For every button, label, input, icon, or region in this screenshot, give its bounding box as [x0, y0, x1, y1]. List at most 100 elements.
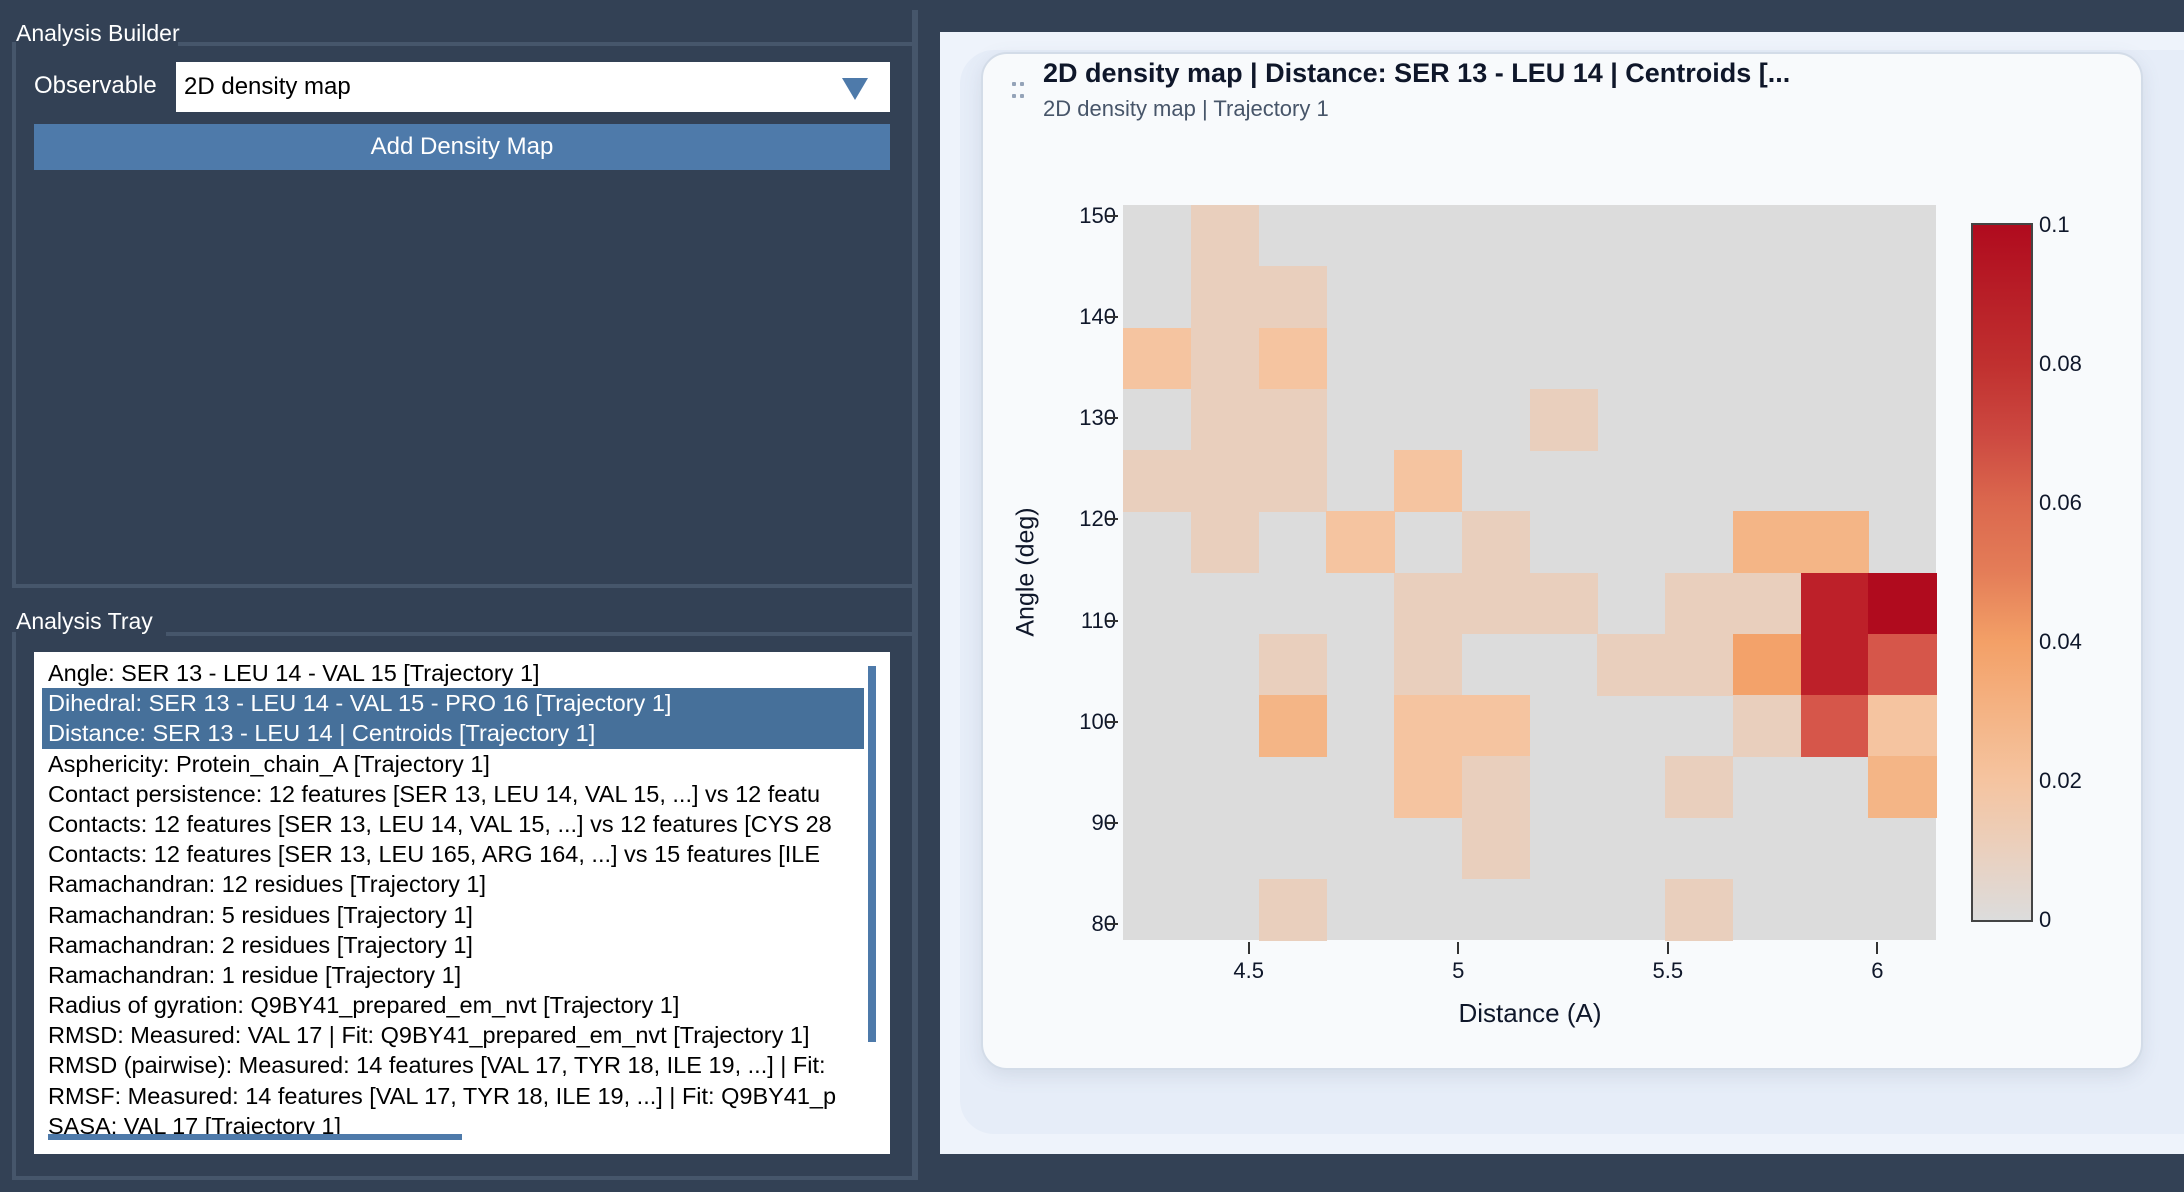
heatmap-cell	[1190, 511, 1259, 573]
heatmap-cell	[1190, 205, 1259, 267]
heatmap-cell	[1394, 633, 1463, 696]
heatmap-cell	[1123, 327, 1192, 390]
heatmap-cell	[1732, 633, 1801, 696]
heatmap-cell	[1258, 450, 1327, 512]
heatmap-cell	[1394, 450, 1463, 512]
tray-list-item[interactable]: Ramachandran: 2 residues [Trajectory 1]	[48, 931, 473, 958]
heatmap-cell	[1461, 817, 1530, 880]
heatmap-cell	[1394, 572, 1463, 635]
colorbar-tick-label: 0	[2039, 907, 2052, 932]
heatmap-cell	[1732, 511, 1801, 573]
heatmap-cell	[1326, 511, 1395, 573]
y-tick-mark	[1106, 720, 1118, 723]
card-subtitle: 2D density map | Trajectory 1	[1043, 96, 1329, 121]
heatmap-cell	[1461, 756, 1530, 818]
heatmap-cell	[1190, 450, 1259, 512]
y-tick-mark	[1106, 215, 1118, 218]
panel-splitter[interactable]	[912, 10, 918, 1180]
observable-label: Observable	[34, 72, 157, 99]
tray-list-item[interactable]: Contacts: 12 features [SER 13, LEU 14, V…	[48, 810, 832, 837]
heatmap-cell	[1800, 633, 1869, 696]
heatmap-cell	[1868, 572, 1937, 635]
heatmap-cell	[1868, 633, 1937, 696]
tray-list-item[interactable]: RMSF: Measured: 14 features [VAL 17, TYR…	[48, 1082, 837, 1109]
tray-list-item[interactable]: RMSD (pairwise): Measured: 14 features […	[48, 1052, 826, 1079]
colorbar-tick-label: 0.02	[2039, 768, 2082, 793]
x-tick-label: 5	[1452, 958, 1465, 983]
heatmap-cell	[1665, 633, 1734, 696]
heatmap-cell	[1394, 695, 1463, 757]
heatmap-cell	[1461, 695, 1530, 757]
tray-list-item[interactable]: Ramachandran: 12 residues [Trajectory 1]	[48, 871, 487, 898]
colorbar	[1971, 223, 2033, 922]
heatmap-cell	[1597, 633, 1666, 696]
analysis-tray-list[interactable]: Angle: SER 13 - LEU 14 - VAL 15 [Traject…	[34, 652, 890, 1154]
x-tick-mark	[1666, 942, 1669, 954]
y-tick-mark	[1106, 518, 1118, 521]
heatmap-cell	[1258, 327, 1327, 390]
group-divider	[178, 42, 914, 46]
heatmap-cell	[1461, 511, 1530, 573]
tray-list-item[interactable]: Distance: SER 13 - LEU 14 | Centroids [T…	[42, 718, 864, 749]
heatmap-cell	[1258, 388, 1327, 451]
tray-list-item[interactable]: Ramachandran: 1 residue [Trajectory 1]	[48, 961, 462, 988]
chevron-down-icon[interactable]	[842, 78, 868, 100]
heatmap-cell	[1258, 633, 1327, 696]
colorbar-tick-label: 0.06	[2039, 490, 2082, 515]
tray-list-item[interactable]: Radius of gyration: Q9BY41_prepared_em_n…	[48, 992, 680, 1019]
heatmap-cell	[1732, 572, 1801, 635]
x-tick-label: 5.5	[1652, 958, 1684, 983]
observable-dropdown[interactable]: 2D density map	[176, 62, 890, 112]
analysis-tray-title: Analysis Tray	[16, 608, 153, 634]
heatmap-cell	[1190, 266, 1259, 328]
card-title: 2D density map | Distance: SER 13 - LEU …	[1043, 58, 1791, 88]
x-tick-mark	[1457, 942, 1460, 954]
heatmap-cell	[1800, 695, 1869, 757]
heatmap-cell	[1461, 572, 1530, 635]
add-density-map-button[interactable]: Add Density Map	[34, 124, 890, 170]
x-tick-label: 4.5	[1233, 958, 1265, 983]
heatmap-cell	[1258, 695, 1327, 757]
tray-list-item[interactable]: Ramachandran: 5 residues [Trajectory 1]	[48, 901, 473, 928]
group-divider	[166, 632, 914, 636]
colorbar-tick-label: 0.04	[2039, 629, 2082, 654]
colorbar-tick-label: 0.08	[2039, 351, 2082, 376]
heatmap-cell	[1190, 327, 1259, 390]
x-axis-label: Distance (A)	[1458, 998, 1602, 1028]
heatmap-cell	[1123, 450, 1192, 512]
heatmap-cell	[1800, 572, 1869, 635]
drag-handle-icon[interactable]	[1012, 82, 1028, 102]
x-tick-label: 6	[1871, 958, 1884, 983]
observable-value: 2D density map	[184, 73, 351, 100]
heatmap-cell	[1529, 572, 1598, 635]
x-tick-mark	[1247, 942, 1250, 954]
tray-list-item[interactable]: Contact persistence: 12 features [SER 13…	[48, 780, 821, 807]
colorbar-tick-label: 0.1	[2039, 212, 2070, 237]
x-tick-mark	[1876, 942, 1879, 954]
heatmap-cell	[1868, 695, 1937, 757]
analysis-builder-title: Analysis Builder	[16, 20, 180, 46]
y-tick-mark	[1106, 619, 1118, 622]
y-tick-mark	[1106, 922, 1118, 925]
tray-list-item[interactable]: Angle: SER 13 - LEU 14 - VAL 15 [Traject…	[48, 660, 540, 686]
vertical-scrollbar[interactable]	[868, 666, 876, 1042]
left-panel: Analysis Builder Observable 2D density m…	[0, 0, 920, 1192]
heatmap-cell	[1665, 878, 1734, 941]
tray-list-item[interactable]: Contacts: 12 features [SER 13, LEU 165, …	[48, 841, 821, 868]
heatmap-cell	[1258, 266, 1327, 328]
heatmap-cell	[1529, 388, 1598, 451]
heatmap-cell	[1868, 756, 1937, 818]
heatmap-cell	[1665, 572, 1734, 635]
horizontal-scrollbar[interactable]	[48, 1134, 462, 1140]
y-axis-label: Angle (deg)	[1011, 507, 1040, 637]
tray-list-item[interactable]: Asphericity: Protein_chain_A [Trajectory…	[48, 750, 490, 777]
tray-list-item[interactable]: Dihedral: SER 13 - LEU 14 - VAL 15 - PRO…	[42, 688, 864, 719]
heatmap-cell	[1665, 756, 1734, 818]
y-tick-mark	[1106, 417, 1118, 420]
tray-items: Angle: SER 13 - LEU 14 - VAL 15 [Traject…	[42, 658, 864, 1141]
tray-list-item[interactable]: RMSD: Measured: VAL 17 | Fit: Q9BY41_pre…	[48, 1022, 810, 1049]
y-tick-mark	[1106, 316, 1118, 319]
density-heatmap[interactable]	[1123, 205, 1937, 941]
heatmap-cell	[1800, 511, 1869, 573]
